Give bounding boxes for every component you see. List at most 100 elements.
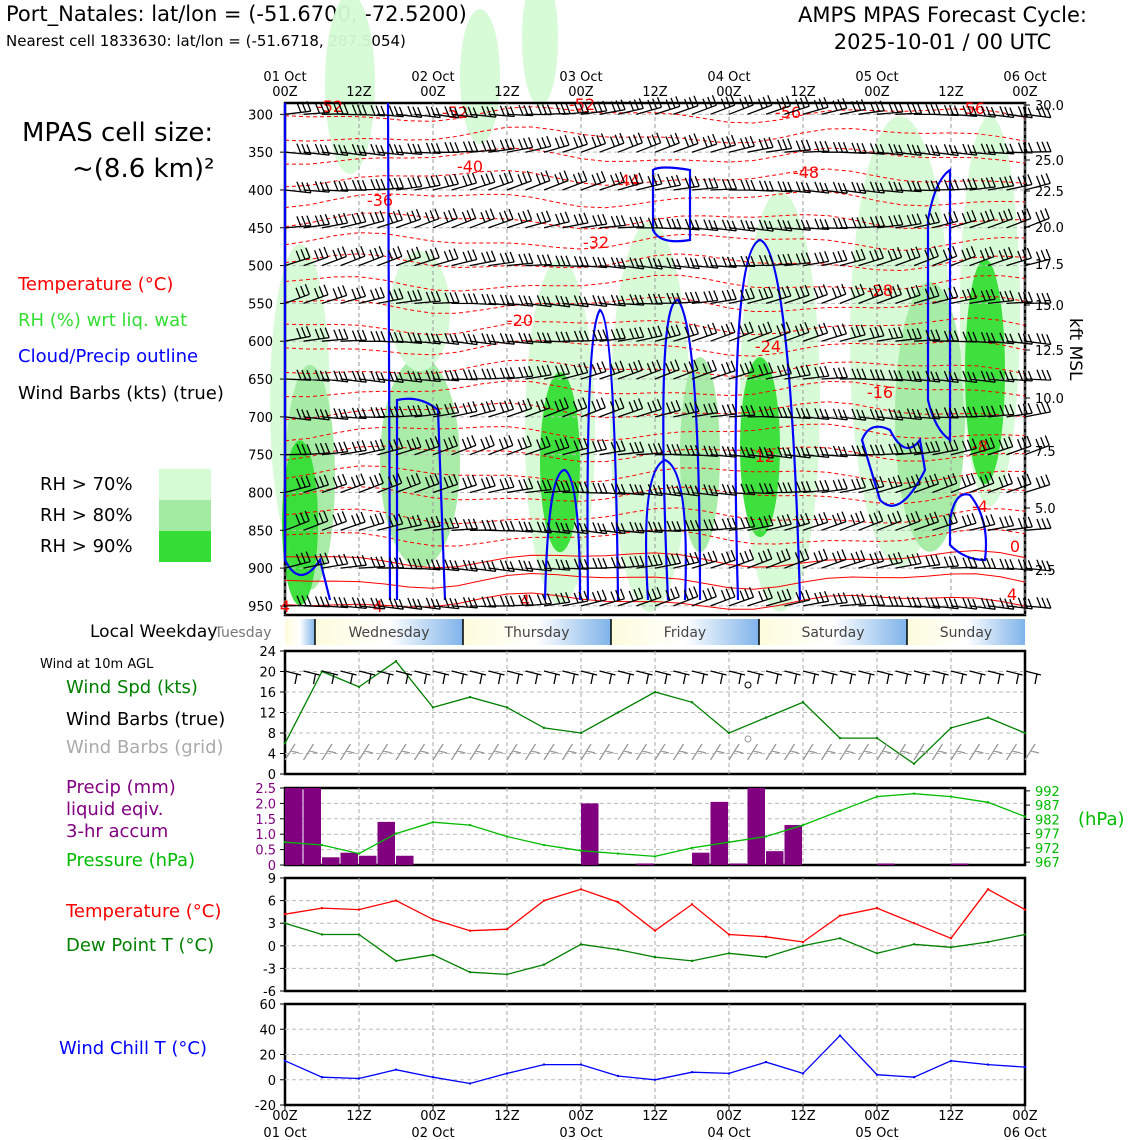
top-date-label: 02 Oct — [411, 70, 454, 85]
wind-barb-row — [284, 435, 1050, 459]
windchill-line-point — [394, 1068, 398, 1071]
temperature-contour — [284, 274, 1026, 292]
temperature-line-point — [838, 914, 842, 917]
weekday-cell — [315, 619, 463, 645]
pressure-tick-label: 300 — [248, 108, 273, 123]
pressure-ytick-label: 967 — [1035, 856, 1060, 871]
wind-speed-line-point — [616, 711, 620, 714]
bottom-hour-label: 00Z — [1012, 1109, 1038, 1124]
wind-speed-line-point — [912, 762, 916, 765]
bottom-date-label: 03 Oct — [559, 1126, 602, 1140]
bottom-hour-label: 00Z — [716, 1109, 742, 1124]
top-date-label: 01 Oct — [263, 70, 306, 85]
rh-shade-16 — [460, 9, 500, 145]
dewpoint-line-point — [764, 955, 768, 959]
pressure-line-point — [542, 843, 546, 847]
top-date-label: 04 Oct — [707, 70, 750, 85]
rh-shade-15 — [325, 0, 375, 175]
weekday-name: Sunday — [940, 625, 992, 641]
bottom-hour-label: 00Z — [568, 1109, 594, 1124]
cloud-outline — [395, 397, 447, 601]
wind-speed-line-point — [690, 701, 694, 704]
wind-speed-line-point — [357, 685, 361, 689]
wind-barb-row — [284, 548, 1052, 573]
dewpoint-line-point — [616, 948, 620, 951]
pressure-tick-label: 450 — [248, 222, 273, 237]
temperature-contour — [284, 212, 1025, 230]
precip-bar — [766, 851, 784, 865]
pressure-line-point — [468, 823, 472, 827]
temperature-contour — [284, 528, 1026, 547]
temperature-line-point — [283, 912, 287, 916]
pressure-tick-label: 700 — [248, 411, 273, 426]
bottom-date-label: 02 Oct — [411, 1126, 454, 1140]
wind-speed-line-point — [579, 731, 583, 735]
temperature-contour — [284, 126, 1026, 144]
top-hour-label: 12Z — [642, 85, 668, 100]
temperature-line-point — [616, 900, 620, 904]
weekday-cell — [285, 619, 315, 645]
windchill-panel-ytick-label: 60 — [259, 998, 276, 1013]
dewpoint-line-point — [986, 940, 990, 944]
precip-bar — [784, 824, 802, 865]
wind-panel-ytick-label: 24 — [259, 645, 276, 660]
temperature-contour — [284, 191, 1026, 209]
pressure-line-point — [394, 832, 398, 835]
legend-rh80-swatch — [159, 500, 211, 531]
temperature-contour-label: -48 — [793, 163, 819, 182]
windchill-line-point — [653, 1078, 657, 1081]
top-date-label: 05 Oct — [855, 70, 898, 85]
wind-panel-ytick-label: 20 — [259, 666, 276, 681]
legend-temperature: Temperature (°C) — [18, 274, 174, 295]
legend-wind-barbs: Wind Barbs (kts) (true) — [18, 383, 224, 404]
windchill-line-point — [727, 1072, 731, 1075]
windchill-line-point — [283, 1059, 287, 1063]
windchill-line-point — [986, 1063, 990, 1066]
top-hour-label: 00Z — [272, 85, 298, 100]
kft-tick-label: 22.5 — [1035, 185, 1064, 200]
temperature-line-point — [505, 928, 509, 931]
rh-shade-17 — [522, 0, 558, 107]
weekday-cell — [611, 619, 759, 645]
windchill-line-point — [542, 1063, 546, 1066]
pressure-line-point — [949, 795, 953, 798]
kft-tick-label: 10.0 — [1035, 392, 1064, 407]
weekday-cell — [463, 619, 611, 645]
precip-label: Precip (mm) — [66, 777, 176, 798]
precip-bar — [285, 788, 303, 865]
dewpoint-line-point — [357, 933, 361, 936]
pressure-line-point — [616, 852, 620, 855]
precip-panel-ytick-label: 0 — [268, 859, 276, 874]
legend-rh: RH (%) wrt liq. wat — [18, 310, 188, 331]
pressure-tick-label: 650 — [248, 373, 273, 388]
weekday-label: Local Weekday — [90, 622, 218, 642]
temperature-contour-label: 0 — [1010, 537, 1020, 556]
pressure-line-point — [727, 840, 731, 844]
temperature-line-point — [579, 888, 583, 891]
precip-bar — [951, 863, 969, 865]
top-hour-label: 00Z — [1012, 85, 1038, 100]
bottom-hour-label: 12Z — [938, 1109, 964, 1124]
wind-speed-line-point — [542, 726, 546, 730]
windchill-line-point — [579, 1063, 583, 1066]
windchill-panel-ytick-label: 40 — [259, 1023, 276, 1038]
precip-panel-ytick-label: 2.0 — [255, 797, 276, 812]
temperature-line-point — [1023, 908, 1027, 911]
temperature-contour — [284, 423, 1026, 442]
top-hour-label: 00Z — [420, 85, 446, 100]
bottom-hour-label: 00Z — [272, 1109, 298, 1124]
temperature-line-point — [690, 903, 694, 906]
cloud-outline — [860, 425, 927, 507]
rh-shade-14 — [965, 258, 1005, 484]
dewpoint-line-point — [727, 952, 731, 955]
wind-panel-frame — [283, 649, 1027, 776]
title-location: Port_Natales: lat/lon = (-51.6700, -72.5… — [6, 2, 467, 26]
kft-tick-label: 15.0 — [1035, 299, 1064, 314]
top-date-label: 03 Oct — [559, 70, 602, 85]
windchill-line-point — [912, 1076, 916, 1079]
temperature-contour-label: 4 — [280, 597, 290, 616]
calm-wind-marker-grid — [744, 735, 752, 743]
wind-barb-row — [284, 132, 1052, 157]
temperature-contour-label: -52 — [569, 95, 595, 114]
temperature-line-point — [986, 888, 990, 891]
